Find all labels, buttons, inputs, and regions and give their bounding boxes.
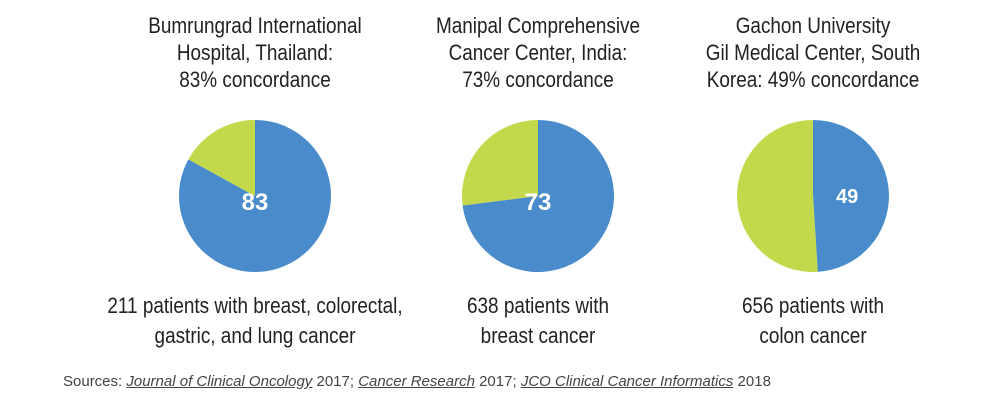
chart-title: Manipal Comprehensive Cancer Center, Ind…	[409, 12, 667, 93]
pie-slice-concordant	[179, 120, 331, 272]
chart-caption-line: colon cancer	[759, 323, 867, 348]
source-year: 2017	[474, 373, 513, 390]
source-journal-link[interactable]: Journal of Clinical Oncology	[126, 373, 313, 390]
sources-prefix: Sources:	[63, 373, 127, 390]
source-journal-link[interactable]: Cancer Research	[358, 373, 475, 390]
chart-caption: 656 patients with colon cancer	[658, 291, 968, 351]
source-journal-link[interactable]: JCO Clinical Cancer Informatics	[520, 373, 734, 390]
chart-caption-line: gastric, and lung cancer	[154, 323, 356, 348]
source-year: 2017	[312, 373, 350, 390]
pie-data-label: 73	[525, 189, 552, 216]
chart-title: Bumrungrad International Hospital, Thail…	[126, 12, 384, 93]
pie-data-label: 83	[242, 189, 269, 216]
pie-data-label: 49	[836, 186, 858, 208]
chart-title-line: Korea: 49% concordance	[706, 67, 920, 92]
chart-title-line: Manipal Comprehensive	[435, 13, 641, 38]
chart-caption: 211 patients with breast, colorectal, ga…	[100, 291, 410, 351]
chart-title-line: 73% concordance	[462, 67, 614, 92]
sources-footnote: Sources: Journal of Clinical Oncology 20…	[63, 373, 963, 390]
chart-caption-line: breast cancer	[480, 323, 596, 348]
pie-chart: 83	[179, 120, 331, 272]
chart-title: Gachon University Gil Medical Center, So…	[684, 12, 942, 93]
source-separator: ;	[512, 373, 521, 390]
pie-slice-discordant	[462, 120, 538, 206]
pie-panel-gachon: Gachon University Gil Medical Center, So…	[663, 0, 963, 360]
chart-caption: 638 patients with breast cancer	[383, 291, 693, 351]
pie-chart: 49	[737, 120, 890, 272]
pie-slice-concordant	[462, 120, 614, 272]
pie-panel-bumrungrad: Bumrungrad International Hospital, Thail…	[105, 0, 405, 360]
chart-caption-line: 656 patients with	[741, 293, 884, 318]
chart-title-line: Gachon University	[735, 13, 891, 38]
chart-title-line: Gil Medical Center, South	[705, 40, 921, 65]
chart-title-line: Cancer Center, India:	[448, 40, 628, 65]
pie-slice-concordant	[813, 120, 890, 272]
source-year: 2018	[733, 373, 771, 390]
chart-title-line: 83% concordance	[179, 67, 331, 92]
chart-title-line: Hospital, Thailand:	[176, 40, 334, 65]
chart-caption-line: 211 patients with breast, colorectal,	[107, 293, 403, 318]
source-separator: ;	[349, 373, 359, 390]
pie-panel-manipal: Manipal Comprehensive Cancer Center, Ind…	[388, 0, 688, 360]
pie-chart: 73	[462, 120, 614, 272]
chart-title-line: Bumrungrad International	[148, 13, 362, 38]
pie-slice-discordant	[737, 120, 818, 272]
pie-slice-discordant	[188, 120, 255, 196]
chart-caption-line: 638 patients with	[466, 293, 609, 318]
